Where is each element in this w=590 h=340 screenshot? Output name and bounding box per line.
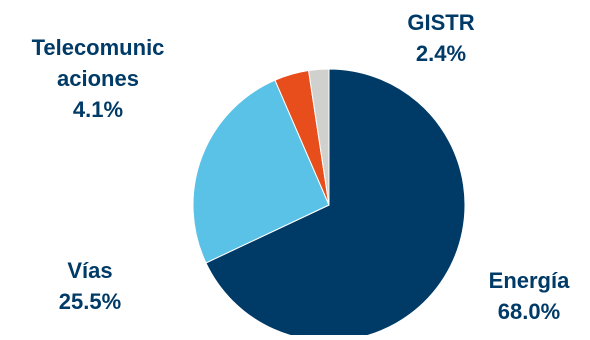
slice-value-label: 68.0% <box>498 299 560 324</box>
pie-slice-energia <box>205 68 466 340</box>
slice-category-label: Energía <box>489 268 570 293</box>
slices-layer <box>192 68 466 340</box>
slice-label-gistr: GISTR 2.4% <box>407 10 474 66</box>
slice-category-label: Telecomunic <box>32 35 165 60</box>
slice-category-label: GISTR <box>407 10 474 35</box>
slice-value-label: 4.1% <box>73 97 123 122</box>
pie-slice-vias <box>192 79 330 264</box>
slice-category-label: aciones <box>57 66 139 91</box>
slice-category-label: Vías <box>67 258 112 283</box>
pie-slice-gistr <box>308 68 330 206</box>
slice-label-telecomunicaciones: Telecomunic aciones 4.1% <box>32 35 165 122</box>
slice-label-energia: Energía 68.0% <box>489 268 570 324</box>
labels-layer: Energía 68.0% Vías 25.5% Telecomunic aciones 4… <box>32 10 571 324</box>
slice-label-vias: Vías 25.5% <box>59 258 121 314</box>
slice-value-label: 2.4% <box>416 41 466 66</box>
slice-value-label: 25.5% <box>59 289 121 314</box>
